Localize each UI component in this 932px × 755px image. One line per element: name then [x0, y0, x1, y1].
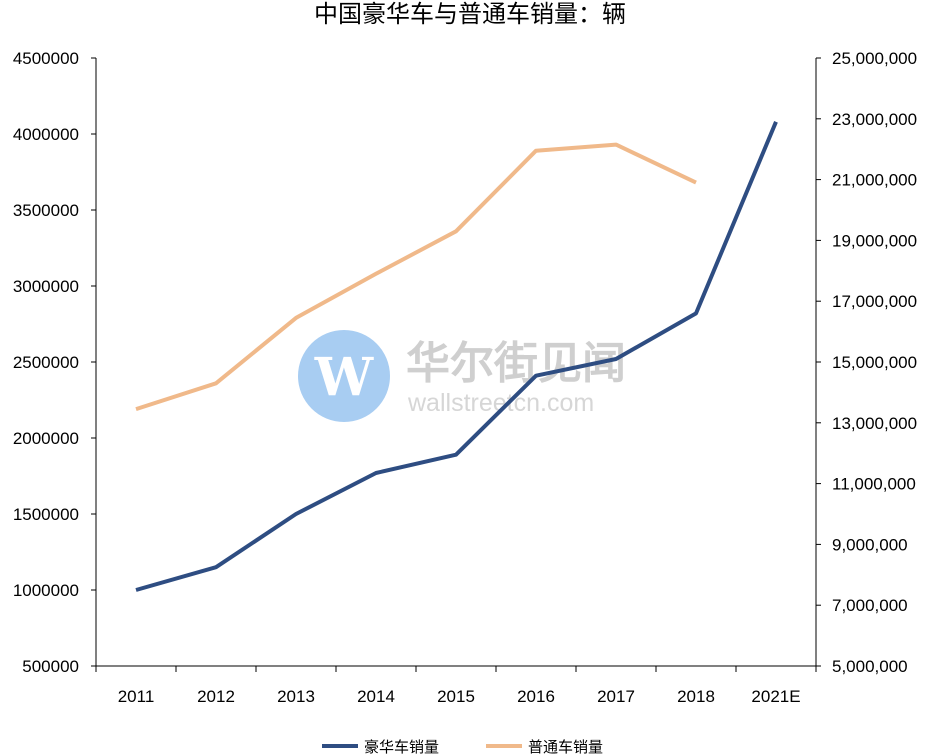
- right-axis-ticks: 5,000,000 7,000,000 9,000,000 11,000,000 13,…: [816, 49, 917, 676]
- x-tick-label: 2018: [677, 687, 715, 706]
- x-tick-label: 2011: [118, 687, 155, 706]
- left-tick-label: 3500000: [13, 201, 79, 220]
- x-tick-label: 2016: [517, 687, 555, 706]
- x-tick-label: 2015: [437, 687, 475, 706]
- right-tick-label: 21,000,000: [832, 171, 917, 190]
- right-tick-label: 9,000,000: [832, 535, 908, 554]
- watermark-logo-letter: W: [314, 347, 375, 408]
- left-tick-label: 3000000: [13, 277, 79, 296]
- legend-label-regular: 普通车销量: [528, 738, 603, 755]
- legend-label-luxury: 豪华车销量: [364, 738, 439, 755]
- x-tick-label: 2013: [277, 687, 315, 706]
- left-tick-label: 2500000: [13, 353, 79, 372]
- watermark-logo-icon: [298, 330, 390, 422]
- right-tick-label: 23,000,000: [832, 110, 917, 129]
- left-tick-label: 4000000: [13, 125, 79, 144]
- x-tick-label: 2012: [197, 687, 235, 706]
- left-axis-ticks: 500000 1000000 1500000 2000000 2500000 300000…: [13, 49, 96, 676]
- right-tick-label: 7,000,000: [832, 596, 908, 615]
- series-line-regular: [135, 142, 697, 412]
- right-tick-label: 25,000,000: [832, 49, 917, 68]
- left-tick-label: 500000: [22, 657, 79, 676]
- chart-title: 中国豪华车与普通车销量：辆: [314, 0, 626, 28]
- x-axis-ticks: 2011 2012 2013 2014 2015 2016 2017 2018 2021E: [95, 666, 817, 706]
- legend: 豪华车销量 普通车销量: [322, 738, 603, 755]
- x-tick-label: 2014: [357, 687, 395, 706]
- watermark: W 华尔街见闻 wallstreetcn.com: [298, 330, 626, 422]
- x-tick-label: 2021E: [751, 687, 800, 706]
- left-tick-label: 2000000: [13, 429, 79, 448]
- left-tick-label: 1000000: [13, 581, 79, 600]
- right-tick-label: 17,000,000: [832, 292, 917, 311]
- series-layer: [135, 121, 778, 592]
- left-tick-label: 1500000: [13, 505, 79, 524]
- series-line-luxury: [135, 121, 778, 592]
- x-tick-label: 2017: [597, 687, 635, 706]
- right-tick-label: 11,000,000: [832, 475, 916, 494]
- right-tick-label: 5,000,000: [832, 657, 908, 676]
- right-tick-label: 13,000,000: [832, 414, 917, 433]
- left-tick-label: 4500000: [13, 49, 79, 68]
- right-tick-label: 19,000,000: [832, 231, 917, 250]
- right-tick-label: 15,000,000: [832, 353, 917, 372]
